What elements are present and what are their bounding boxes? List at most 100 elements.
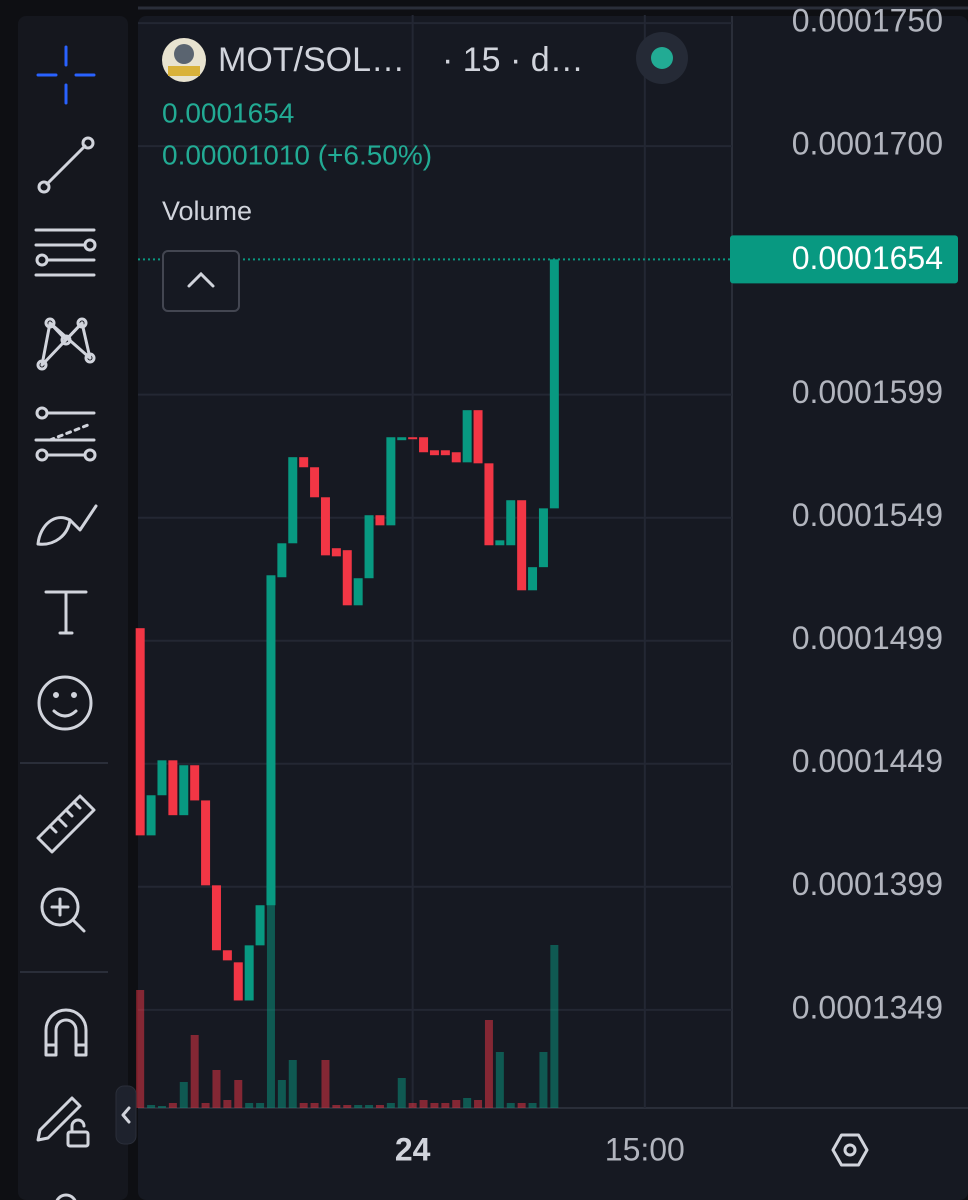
- candle-body: [484, 463, 494, 546]
- volume-bar: [365, 1105, 374, 1108]
- crosshair-tool[interactable]: [36, 45, 96, 105]
- candle-body: [310, 467, 320, 498]
- plot: [135, 258, 732, 1108]
- candle-body: [429, 450, 439, 456]
- volume-bar: [147, 1105, 156, 1108]
- candle-body: [386, 437, 396, 526]
- volume-bar: [321, 1060, 330, 1108]
- volume-bar: [517, 1103, 526, 1108]
- volume-bar: [441, 1103, 450, 1108]
- volume-bar: [474, 1100, 483, 1108]
- candle-body: [211, 885, 221, 951]
- candle-body: [157, 760, 167, 796]
- volume-bar: [266, 905, 275, 1108]
- horizontal-lines-tool[interactable]: [34, 228, 97, 277]
- candle-body: [549, 259, 559, 509]
- volume-bar: [234, 1080, 243, 1108]
- volume-bar: [550, 945, 559, 1108]
- candle-body: [517, 500, 527, 591]
- settings-button[interactable]: [831, 1133, 869, 1167]
- y-tick-label: 0.0001599: [792, 374, 943, 410]
- volume-bar: [245, 1103, 254, 1108]
- y-tick-label: 0.0001349: [792, 989, 943, 1025]
- volume-bar: [452, 1100, 461, 1108]
- candle-body: [342, 550, 352, 606]
- candle-body: [408, 437, 418, 440]
- brush-tool[interactable]: [36, 504, 98, 546]
- volume-bar: [277, 1080, 286, 1108]
- candle-body: [353, 578, 363, 606]
- candle-body: [528, 567, 538, 591]
- collapse-legend-button[interactable]: [162, 250, 240, 312]
- candle-body: [277, 543, 287, 578]
- more-tool[interactable]: [55, 1193, 77, 1200]
- fib-tool[interactable]: [34, 406, 97, 462]
- candle-body: [266, 575, 276, 906]
- y-tick-label: 0.0001549: [792, 497, 943, 533]
- candle-body: [288, 457, 298, 544]
- volume-bar: [354, 1105, 363, 1108]
- candle-body: [299, 457, 309, 468]
- x-tick-label: 15:00: [605, 1131, 685, 1167]
- candle-body: [462, 410, 472, 463]
- volume-bar: [484, 1020, 493, 1108]
- price-change: 0.00001010 (+6.50%): [162, 139, 432, 170]
- last-price: 0.0001654: [162, 97, 294, 128]
- volume-bar: [386, 1103, 395, 1108]
- pattern-tool[interactable]: [36, 317, 96, 371]
- candle-body: [397, 437, 407, 441]
- volume-bar: [539, 1052, 548, 1108]
- candle-body: [331, 548, 341, 557]
- candle-body: [190, 765, 200, 801]
- volume-bar: [201, 1103, 210, 1108]
- volume-bar: [430, 1103, 439, 1108]
- current-price-label: 0.0001654: [792, 240, 943, 276]
- volume-bar: [190, 1035, 199, 1108]
- candle-body: [320, 497, 330, 556]
- volume-bar: [223, 1100, 232, 1108]
- candle-body: [233, 962, 243, 1001]
- volume-bar: [495, 1052, 504, 1108]
- volume-bar: [256, 1103, 265, 1108]
- candle-body: [375, 515, 385, 526]
- candle-body: [495, 540, 505, 546]
- interval: · 15 · d…: [442, 41, 584, 79]
- zoom-tool[interactable]: [40, 887, 86, 933]
- indicator-name: Volume: [162, 196, 252, 226]
- status-dot: [651, 47, 673, 69]
- candle-body: [451, 452, 461, 463]
- symbol-logo-face: [174, 44, 194, 64]
- candle-body: [473, 410, 483, 464]
- volume-bar: [157, 1106, 166, 1108]
- volume-bar: [408, 1103, 417, 1108]
- text-tool[interactable]: [44, 590, 88, 635]
- candle-body: [222, 950, 232, 961]
- volume-bar: [299, 1103, 308, 1108]
- chart-panel: [138, 16, 968, 1200]
- volume-bar: [332, 1105, 341, 1108]
- candle-body: [179, 765, 189, 816]
- candle-body: [146, 795, 156, 836]
- candle-body: [440, 450, 450, 456]
- y-tick-label: 0.0001700: [792, 126, 943, 162]
- volume-bar: [212, 1070, 221, 1108]
- candle-body: [168, 760, 178, 816]
- emoji-tool[interactable]: [37, 675, 93, 731]
- volume-bar: [528, 1103, 537, 1108]
- grid: [138, 15, 732, 1108]
- volume-bar: [343, 1105, 352, 1108]
- ruler-tool[interactable]: [36, 794, 96, 854]
- volume-bar: [419, 1100, 428, 1108]
- symbol-logo-banner: [168, 66, 200, 76]
- y-tick-label: 0.0001499: [792, 620, 943, 656]
- collapse-toolbar[interactable]: [115, 1085, 137, 1145]
- volume-bar: [288, 1060, 297, 1108]
- current-price-tag: [730, 235, 958, 284]
- volume-bar: [375, 1105, 384, 1108]
- lock-drawings-tool[interactable]: [36, 1096, 90, 1148]
- trend-line-tool[interactable]: [37, 136, 95, 194]
- volume-bar: [397, 1078, 406, 1108]
- collapse-arrow: [121, 1106, 131, 1124]
- magnet-tool[interactable]: [44, 1008, 88, 1057]
